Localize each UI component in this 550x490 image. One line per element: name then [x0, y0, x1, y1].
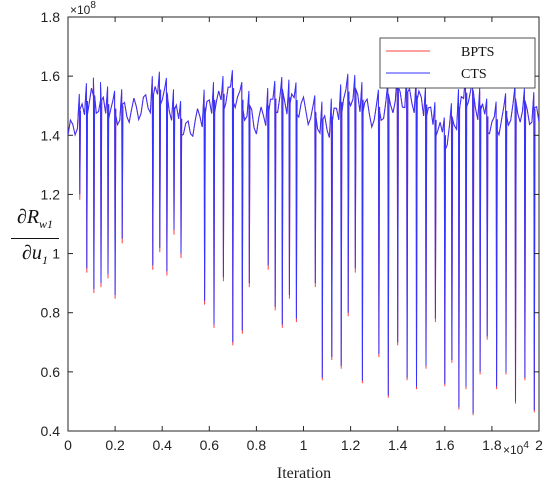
x-tick-label: 1	[300, 437, 308, 453]
y-tick-label: 0.6	[41, 364, 61, 380]
legend-box	[379, 37, 536, 89]
x-tick-label: 2	[535, 437, 543, 453]
y-tick-label: 0.8	[41, 305, 61, 321]
x-multiplier: ×104	[503, 440, 529, 457]
x-tick-label: 0.6	[200, 437, 220, 453]
series-cts-line	[68, 70, 539, 414]
x-axis-label: Iteration	[277, 465, 331, 482]
legend-label-bpts: BPTS	[461, 45, 494, 60]
x-tick-label: 0	[64, 437, 72, 453]
legend-label-cts: CTS	[461, 67, 487, 82]
x-tick-label: 0.8	[247, 437, 267, 453]
y-axis-label: ∂Rw1 ∂u1	[5, 205, 65, 272]
y-tick-label: 0.4	[41, 423, 61, 439]
y-tick-label: 1.4	[41, 127, 61, 143]
x-tick-label: 1.4	[388, 437, 408, 453]
y-label-numerator: ∂Rw1	[16, 206, 54, 231]
tick-layer: 0 0.2 0.4 0.6 0.8 1 1.2 1.4 1.6 1.8 2 0.4 0.6 0.8 1 1.2…	[41, 9, 544, 453]
y-label-denominator: ∂u1	[22, 242, 48, 268]
y-tick-label: 1.6	[41, 68, 61, 84]
y-label-fraction-bar	[11, 238, 59, 240]
x-tick-label: 1.6	[435, 437, 455, 453]
x-tick-label: 0.2	[105, 437, 125, 453]
x-tick-label: 0.4	[152, 437, 172, 453]
x-tick-label: 1.2	[341, 437, 361, 453]
series-layer	[68, 70, 539, 416]
legend: BPTS CTS	[379, 37, 536, 89]
x-tick-label: 1.8	[482, 437, 502, 453]
y-tick-label: 1.8	[41, 9, 61, 25]
y-multiplier: ×108	[70, 0, 96, 17]
y-tick-label: 1.2	[41, 186, 61, 202]
y-tick-label: 1	[52, 246, 60, 262]
